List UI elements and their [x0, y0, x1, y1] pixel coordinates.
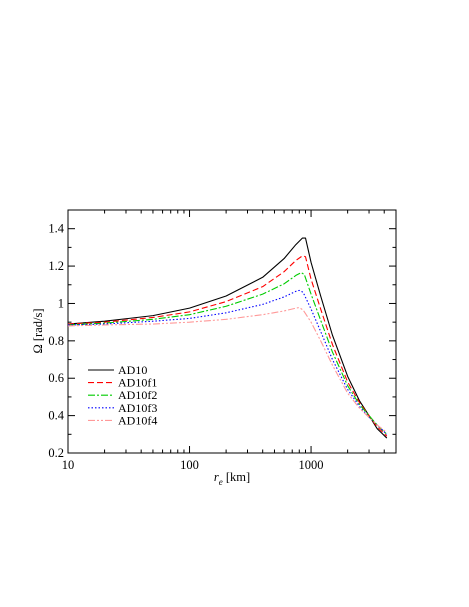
series-lines: [67, 237, 388, 439]
legend-label-ad10: AD10: [118, 363, 147, 377]
x-axis-label-symbol: r: [214, 470, 219, 484]
x-tick-label: 10: [62, 458, 75, 472]
legend-label-ad10f3: AD10f3: [118, 401, 157, 415]
plot-frame: [67, 209, 397, 454]
y-tick-label: 0.4: [48, 409, 64, 423]
axis-ticks: [67, 210, 397, 454]
legend-label-ad10f1: AD10f1: [118, 376, 157, 390]
series-line-ad10f1: [67, 255, 388, 437]
y-tick-label: 0.2: [48, 446, 64, 460]
x-axis-label-subscript: e: [219, 477, 223, 487]
axis-tick-labels: 10 100 1000 0.2 0.4 0.6 0.8 1 1.2 1.4: [48, 222, 323, 472]
y-tick-label: 1.2: [48, 259, 64, 273]
x-tick-label: 100: [180, 458, 199, 472]
y-tick-label: 1.4: [48, 222, 64, 236]
y-axis-label: Ω [rad/s]: [31, 308, 45, 353]
legend-label-ad10f4: AD10f4: [118, 413, 157, 427]
legend-label-ad10f2: AD10f2: [118, 388, 157, 402]
x-axis-label: re [km]: [214, 470, 250, 487]
y-tick-label: 0.8: [48, 334, 64, 348]
series-line-ad10f3: [67, 289, 388, 435]
series-line-ad10: [67, 237, 388, 439]
x-axis-label-unit: [km]: [223, 470, 250, 484]
series-line-ad10f2: [67, 272, 388, 435]
y-tick-label: 0.6: [48, 371, 64, 385]
y-tick-label: 1: [58, 296, 64, 310]
series-line-ad10f4: [67, 307, 388, 433]
x-tick-label: 1000: [299, 458, 324, 472]
